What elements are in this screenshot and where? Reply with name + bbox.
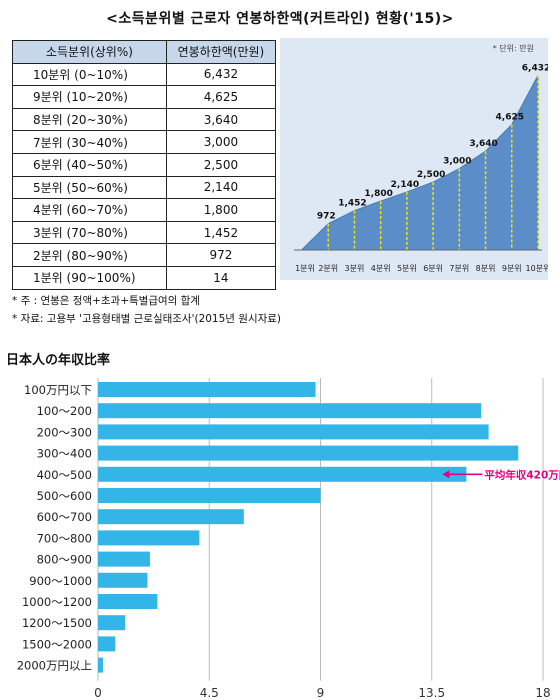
x-tick-label: 2분위	[318, 264, 338, 273]
table-cell-value: 2,140	[165, 175, 277, 200]
x-tick-label: 13.5	[418, 686, 445, 700]
data-label: 1,452	[338, 199, 366, 209]
data-label: 3,000	[443, 157, 471, 167]
category-label: 300〜400	[37, 447, 92, 461]
x-tick-label: 5분위	[397, 264, 417, 273]
table-row: 6분위 (40~50%) 2,500	[12, 152, 277, 177]
category-label: 1500〜2000	[22, 637, 92, 651]
x-tick-label: 0	[94, 686, 102, 700]
category-label: 500〜600	[37, 489, 92, 503]
bar	[98, 466, 467, 482]
bar	[98, 572, 148, 588]
category-label: 200〜300	[37, 425, 92, 439]
category-label: 900〜1000	[29, 574, 92, 588]
japanese-bar-chart: 日本人の年収比率04.5913.518%100万円以下100〜200200〜30…	[6, 352, 560, 700]
notes: * 주 : 연봉은 정액+초과+특별급여의 합계 * 자료: 고용부 '고용형태…	[12, 292, 281, 328]
table-header: 연봉하한액(만원)	[165, 40, 277, 64]
bar	[98, 382, 316, 397]
chart-title: 日本人の年収比率	[6, 352, 110, 368]
table-cell-label: 7분위 (30~40%)	[12, 130, 167, 154]
table-header-row: 소득분위(상위%) 연봉하한액(만원)	[12, 40, 277, 64]
page-title: <소득분위별 근로자 연봉하한액(커트라인) 현황('15)>	[106, 11, 454, 27]
table-cell-value: 3,000	[165, 130, 277, 154]
bar	[98, 615, 126, 631]
table-cell-label: 5분위 (50~60%)	[12, 175, 167, 200]
table-cell-label: 6분위 (40~50%)	[12, 152, 167, 177]
table-cell-label: 2분위 (80~90%)	[12, 243, 167, 267]
annotation-label: 平均年収420万円	[484, 468, 560, 481]
data-label: 2,140	[391, 180, 419, 190]
table-cell-label: 3분위 (70~80%)	[12, 220, 167, 245]
note-text: * 자료: 고용부 '고용형태별 근로실태조사'(2015년 원시자료)	[12, 313, 282, 325]
x-tick-label: 18	[535, 686, 550, 700]
table-row: 8분위 (20~30%) 3,640	[12, 107, 277, 132]
x-tick-label: 3분위	[345, 264, 365, 273]
x-tick-label: 4분위	[371, 264, 391, 273]
category-label: 2000万円以上	[17, 659, 92, 673]
bar	[98, 657, 103, 673]
table-cell-label: 9분위 (10~20%)	[12, 85, 167, 109]
data-label: 972	[317, 212, 336, 222]
note-text: * 주 : 연봉은 정액+초과+특별급여의 합계	[12, 295, 200, 307]
table-cell-value: 972	[165, 243, 277, 267]
category-label: 100〜200	[37, 404, 92, 418]
data-label: 6,432	[522, 63, 548, 73]
table-cell-label: 1분위 (90~100%)	[12, 265, 167, 290]
bar	[98, 551, 150, 567]
income-table: 소득분위(상위%) 연봉하한액(만원) 10분위 (0~10%) 6,432 9분…	[12, 40, 277, 290]
bar	[98, 509, 244, 525]
x-tick-label: 10분위	[526, 264, 548, 273]
table-cell-value: 1,452	[165, 220, 277, 245]
table-row: 3분위 (70~80%) 1,452	[12, 220, 277, 245]
bar	[98, 594, 158, 609]
data-label: 4,625	[496, 112, 524, 122]
data-label: 3,640	[469, 139, 497, 149]
table-cell-value: 14	[165, 265, 277, 290]
x-tick-label: 6분위	[423, 264, 443, 273]
category-label: 1200〜1500	[22, 616, 92, 630]
table-row: 2분위 (80~90%) 972	[12, 243, 277, 267]
table-row: 9분위 (10~20%) 4,625	[12, 85, 277, 109]
table-row: 5분위 (50~60%) 2,140	[12, 175, 277, 200]
table-cell-value: 4,625	[165, 85, 277, 109]
table-row: 10분위 (0~10%) 6,432	[12, 62, 277, 87]
table-cell-label: 8분위 (20~30%)	[12, 107, 167, 132]
bar	[98, 424, 489, 440]
table-row: 1분위 (90~100%) 14	[12, 265, 277, 290]
annotation-arrow-head	[442, 470, 450, 479]
table-cell-label: 10분위 (0~10%)	[12, 62, 167, 87]
table-cell-value: 6,432	[165, 62, 277, 87]
table-cell-value: 1,800	[165, 198, 277, 222]
x-tick-label: 4.5	[200, 686, 219, 700]
bar	[98, 636, 116, 652]
table-header: 소득분위(상위%)	[12, 40, 167, 64]
category-label: 800〜900	[37, 553, 92, 567]
bar	[98, 445, 519, 461]
x-tick-label: 8분위	[476, 264, 496, 273]
table-row: 7분위 (30~40%) 3,000	[12, 130, 277, 154]
bar	[98, 530, 200, 546]
bar	[98, 403, 482, 419]
x-tick-label: 1분위	[295, 264, 315, 273]
table-cell-value: 2,500	[165, 152, 277, 177]
category-label: 400〜500	[37, 468, 92, 482]
category-label: 600〜700	[37, 510, 92, 524]
category-label: 700〜800	[37, 531, 92, 545]
table-cell-label: 4분위 (60~70%)	[12, 198, 167, 222]
unit-note: * 단위: 만원	[493, 43, 534, 53]
table-cell-value: 3,640	[165, 107, 277, 132]
data-label: 1,800	[364, 189, 392, 199]
x-tick-label: 9분위	[502, 264, 522, 273]
x-tick-label: 9	[317, 686, 325, 700]
bar	[98, 488, 321, 503]
data-label: 2,500	[417, 170, 445, 180]
category-label: 1000〜1200	[22, 595, 92, 609]
x-tick-label: 7분위	[449, 264, 469, 273]
table-row: 4분위 (60~70%) 1,800	[12, 198, 277, 222]
category-label: 100万円以下	[24, 383, 92, 397]
